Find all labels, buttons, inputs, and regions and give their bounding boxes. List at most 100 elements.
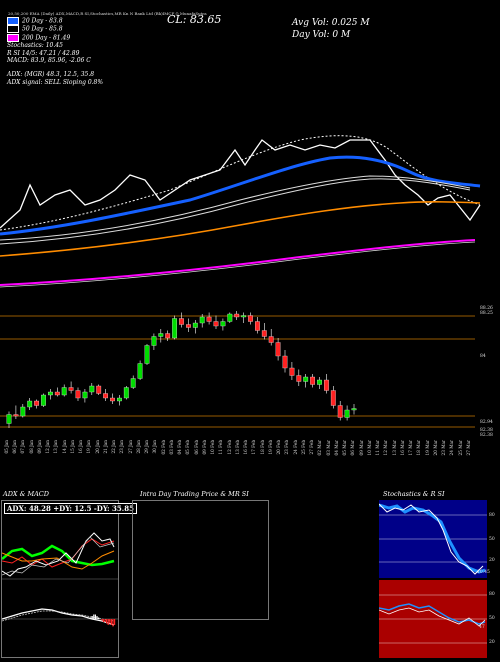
date-tick-label: 07 Jan (20, 440, 26, 454)
adx-macd-panel: ADX: 48.28 +DY: 12.5 -DY: 35.85 (1, 500, 137, 658)
legend-ema20: 20 Day - 83.8 (7, 17, 103, 25)
ema200-shadow-line (0, 241, 476, 288)
date-tick-label: 18 Feb (259, 440, 265, 455)
ema50-dotted-line (0, 135, 481, 231)
candle-down (34, 400, 39, 406)
date-tick-label: 02 Mar (317, 440, 323, 456)
stoch-axis-80: 80 (489, 513, 495, 518)
rsi-axis-20: 20 (489, 640, 495, 645)
date-tick-label: 27 Jan (127, 440, 133, 454)
date-tick-label: 19 Mar (424, 440, 430, 456)
chart-top-line: 20,50,200 EMA (Daily) ADX,MACD,R SI,Stoc… (8, 11, 207, 16)
legend-ema200: 200 Day - 81.49 (7, 33, 103, 42)
stoch-rsi-panel: 80 50 20 10.45 80 50 20 47 (378, 500, 498, 658)
candle-down (310, 376, 316, 385)
candle-up (351, 408, 357, 411)
price-levels (0, 315, 475, 428)
adx-white-line-2 (1, 536, 115, 576)
date-tick-label: 11 Feb (218, 440, 224, 455)
date-tick-label: 12 Feb (226, 440, 232, 455)
candle-up (61, 387, 67, 396)
candle-up (123, 387, 129, 399)
candle-up (220, 321, 226, 327)
adx-macd-svg (1, 532, 118, 627)
adx-white-line (1, 532, 115, 577)
stoch-rsi-svg (378, 500, 487, 658)
date-tick-label: 22 Jan (111, 440, 117, 454)
candle-up (130, 378, 136, 388)
date-tick-label: 29 Jan (144, 440, 150, 454)
ema-white-band-2 (0, 178, 471, 245)
candle-down (261, 330, 267, 337)
macd-bar (107, 619, 109, 625)
intraday-panel (132, 500, 269, 620)
macd-bar (98, 617, 100, 619)
date-tick-label: 28 Jan (135, 440, 141, 454)
candle-down (213, 321, 219, 327)
date-tick-label: 15 Jan (69, 440, 75, 454)
legend-ema50: 50 Day - 85.8 (7, 25, 103, 34)
date-tick-label: 27 Feb (309, 440, 315, 455)
date-tick-label: 02 Feb (160, 440, 166, 455)
date-tick-label: 06 Jan (12, 440, 18, 454)
date-tick-label: 16 Feb (243, 440, 249, 455)
candle-up (6, 414, 12, 424)
date-tick-label: 05 Feb (185, 440, 191, 455)
candle-down (68, 387, 74, 391)
adx-readout: ADX: (MGR) 48.3, 12.5, 35.8 (7, 71, 95, 79)
date-tick-label: 17 Mar (408, 440, 414, 456)
date-tick-label: 17 Feb (251, 440, 257, 455)
candle-down (110, 397, 115, 402)
candle-up (89, 385, 95, 393)
macd-bar (91, 616, 93, 619)
stoch-axis-20: 20 (489, 558, 495, 563)
day-volume: Day Vol: 0 M (292, 30, 351, 40)
date-tick-label: 13 Feb (234, 440, 240, 455)
date-tick-label: 27 Mar (465, 440, 471, 456)
rsi-axis-50: 50 (489, 616, 495, 621)
adx-signal: ADX signal: SELL Sloping 0.8% (7, 79, 104, 87)
date-tick-label: 19 Feb (267, 440, 273, 455)
candle-down (337, 405, 343, 418)
ema20-line (0, 155, 481, 236)
volume-info: Avg Vol: 0.025 M Day Vol: 0 M (292, 17, 370, 41)
candle-down (234, 313, 240, 318)
candle-down (165, 333, 171, 339)
candle-up (172, 318, 178, 339)
ema-lines (0, 135, 481, 288)
candle-up (82, 391, 88, 399)
candle-up (117, 397, 122, 402)
date-tick-label: 21 Jan (102, 440, 108, 454)
date-tick-label: 19 Jan (86, 440, 92, 454)
rsi-axis-80: 80 (489, 592, 495, 597)
candle-down (103, 393, 108, 399)
date-tick-label: 10 Feb (210, 440, 216, 455)
macd-bar (112, 619, 114, 627)
candle-up (199, 316, 205, 324)
candle-down (275, 342, 281, 357)
date-tick-label: 20 Jan (94, 440, 100, 454)
date-tick-label: 03 Feb (168, 440, 174, 455)
date-tick-label: 20 Mar (432, 440, 438, 456)
candle-up (317, 379, 322, 385)
price-label-3: 84 (480, 354, 486, 359)
date-tick-label: 04 Mar (333, 440, 339, 456)
candle-down (282, 355, 288, 369)
date-tick-label: 13 Jan (53, 440, 59, 454)
candle-down (268, 336, 274, 343)
candle-down (330, 390, 336, 406)
candle-down (248, 315, 253, 322)
date-axis: 05 Jan 06 Jan 07 Jan 08 Jan 09 Jan 12 Jan 13 J… (0, 440, 480, 480)
price-label-2: 88.25 (480, 311, 493, 316)
stoch-value: 10.45 (477, 570, 490, 575)
ema100-line (0, 201, 481, 257)
candle-down (13, 414, 19, 417)
close-price: CL: 83.65 (167, 13, 222, 26)
date-tick-label: 09 Jan (36, 440, 42, 454)
date-tick-label: 24 Feb (292, 440, 298, 455)
date-tick-label: 16 Jan (78, 440, 84, 454)
ema20-label: 20 Day - 83.8 (22, 17, 63, 25)
candle-up (344, 409, 350, 418)
ema200-label: 200 Day - 81.49 (22, 34, 71, 42)
stoch-rsi-title: Stochastics & R SI (383, 490, 445, 498)
